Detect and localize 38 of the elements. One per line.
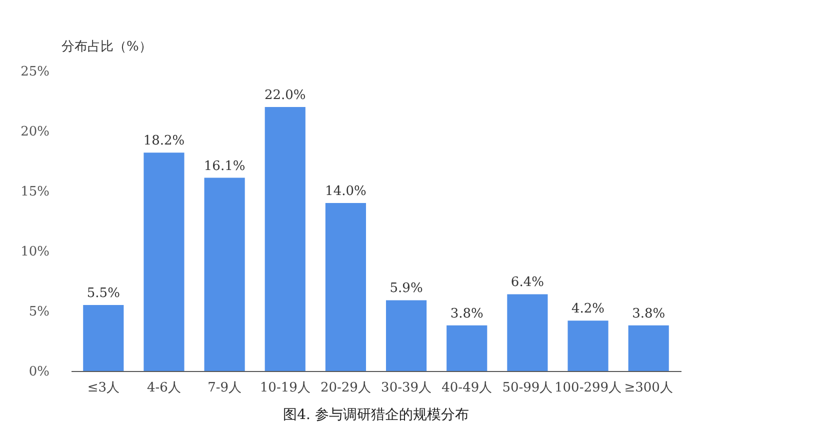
bar	[568, 320, 608, 371]
x-tick-label: 50-99人	[502, 380, 553, 396]
bar	[446, 325, 488, 371]
data-label: 5.5%	[86, 286, 120, 301]
x-tick-label: 20-29人	[320, 380, 371, 396]
y-tick-label: 5%	[28, 304, 50, 320]
x-tick-label: 40-49人	[442, 380, 492, 396]
data-label: 16.1%	[204, 158, 246, 174]
data-label: 3.8%	[450, 306, 484, 322]
data-label: 4.2%	[572, 302, 605, 317]
y-tick-label: 0%	[28, 364, 50, 380]
data-label: 5.9%	[390, 281, 423, 296]
x-tick-label: ≤3人	[87, 380, 120, 396]
data-label: 14.0%	[325, 184, 366, 199]
bar	[83, 305, 124, 371]
x-tick-label: 10-19人	[260, 380, 310, 396]
y-tick-label: 20%	[20, 124, 50, 140]
data-label: 3.8%	[632, 306, 666, 322]
x-tick-label: 7-9人	[208, 380, 242, 396]
x-tick-label: 4-6人	[147, 380, 181, 396]
bar	[325, 203, 366, 371]
y-tick-label: 15%	[20, 184, 50, 200]
x-tick-label: ≥300人	[624, 380, 673, 396]
text: 图4. 参与调研猎企的规模分布	[283, 407, 469, 423]
bar	[204, 178, 245, 371]
bar	[628, 325, 669, 371]
x-tick-label: 30-39人	[381, 380, 432, 396]
bar	[264, 107, 306, 371]
bar	[144, 152, 184, 371]
data-label: 6.4%	[510, 275, 544, 290]
bar	[386, 300, 427, 371]
data-label: 18.2%	[143, 134, 185, 149]
y-tick-label: 10%	[20, 244, 50, 260]
x-tick-label: 100-299人	[554, 380, 622, 396]
data-label: 22.0%	[264, 88, 306, 103]
bar	[507, 294, 548, 371]
y-tick-label: 25%	[20, 64, 50, 80]
y-axis-title: 分布占比（%）	[62, 40, 152, 54]
